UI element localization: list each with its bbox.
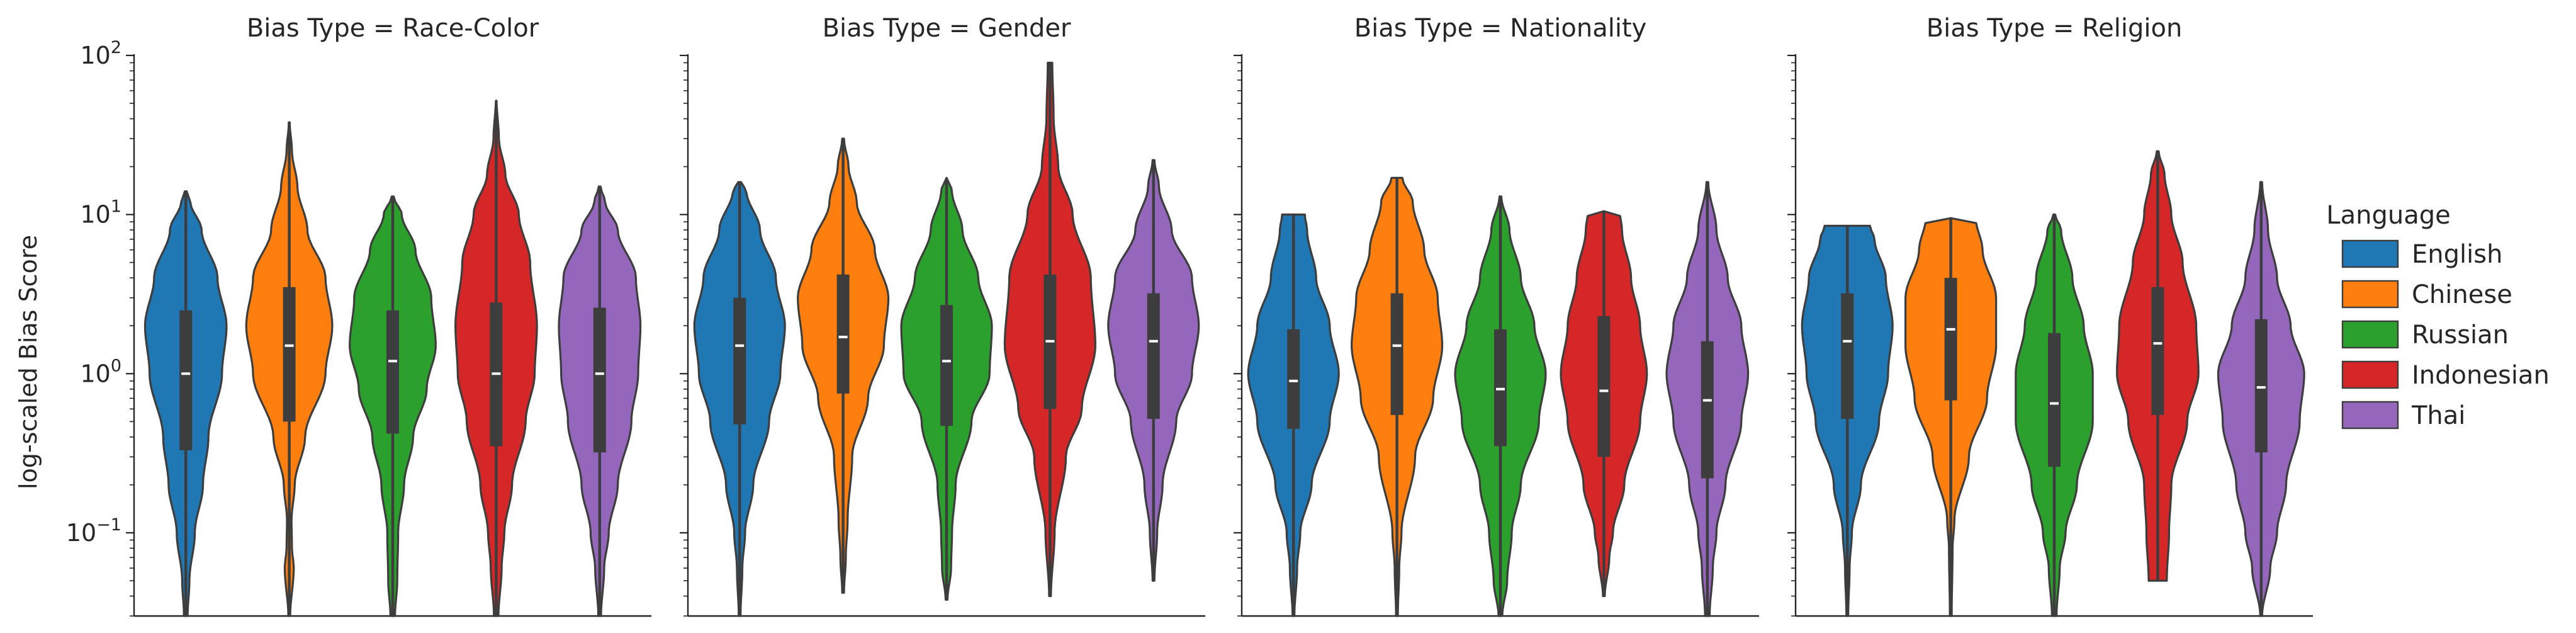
legend-label: English (2412, 240, 2502, 269)
legend-label: Chinese (2412, 280, 2512, 309)
violin-indonesian (2116, 150, 2200, 582)
legend-title: Language (2326, 201, 2450, 230)
violin-indonesian (1003, 62, 1096, 597)
violin-thai (558, 185, 642, 617)
violin-russian (900, 176, 993, 601)
violin-iqr-box-russian (386, 310, 399, 434)
panel-title-religion: Bias Type = Religion (1926, 14, 2183, 43)
legend-entry-russian: Russian (2341, 320, 2509, 350)
legend-label: Russian (2412, 321, 2509, 350)
violin-thai (1665, 181, 1750, 617)
panel-religion: Bias Type = Religion (1787, 14, 2313, 617)
violin-iqr-box-chinese (1944, 278, 1957, 401)
panel-nationality: Bias Type = Nationality (1234, 14, 1759, 617)
legend-label: Thai (2411, 401, 2465, 430)
y-axis-label-group: log-scaled Bias Score (14, 235, 42, 489)
legend-swatch (2341, 401, 2399, 430)
violin-iqr-box-indonesian (1597, 316, 1611, 457)
violin-english (693, 181, 786, 617)
violin-chinese (1351, 176, 1444, 617)
violin-chinese (797, 137, 890, 594)
legend: Language English Chinese Russian Indonesian… (2326, 201, 2550, 430)
violin-iqr-box-russian (2048, 333, 2061, 467)
violin-iqr-box-thai (1147, 293, 1160, 419)
violin-english (1247, 214, 1340, 617)
panel-race-color: Bias Type = Race-Color 10−1 100 101 102 (66, 14, 651, 617)
legend-swatch (2341, 280, 2399, 309)
panel-title-gender: Bias Type = Gender (823, 14, 1071, 43)
violin-iqr-box-russian (940, 305, 953, 426)
legend-label: Indonesian (2412, 361, 2550, 390)
legend-entry-chinese: Chinese (2341, 280, 2512, 309)
violin-indonesian (1560, 210, 1648, 597)
violin-english (143, 190, 228, 617)
violin-indonesian (454, 100, 538, 617)
panel-title-nationality: Bias Type = Nationality (1354, 14, 1647, 43)
violin-english (1801, 224, 1894, 617)
violin-iqr-box-english (733, 297, 746, 425)
panel-gender: Bias Type = Gender (680, 14, 1205, 617)
violin-iqr-box-english (1841, 293, 1854, 419)
legend-swatch (2341, 360, 2399, 389)
y-tick-label: 102 (80, 38, 121, 69)
y-tick-label: 10−1 (66, 515, 121, 547)
violin-chinese (1904, 217, 1998, 617)
violin-iqr-box-thai (1701, 341, 1714, 479)
violin-iqr-box-thai (2254, 319, 2268, 453)
violin-iqr-box-english (179, 310, 193, 450)
violin-iqr-box-chinese (283, 287, 296, 422)
y-tick-label: 100 (80, 356, 121, 387)
violin-iqr-box-indonesian (2151, 287, 2164, 415)
legend-swatch (2341, 239, 2399, 268)
violin-chinese (245, 121, 334, 617)
violin-iqr-box-english (1287, 329, 1300, 429)
y-tick-label: 101 (80, 197, 121, 229)
legend-swatch (2341, 320, 2399, 349)
violin-thai (2217, 181, 2305, 617)
panels: Bias Type = Race-Color10−1100101102Bias … (66, 14, 2313, 617)
violin-russian (1454, 195, 1547, 617)
violin-russian (2015, 214, 2094, 617)
violin-iqr-box-chinese (1390, 293, 1403, 415)
legend-entry-indonesian: Indonesian (2341, 360, 2550, 390)
panel-title-race-color: Bias Type = Race-Color (247, 14, 539, 43)
violin-iqr-box-russian (1494, 329, 1507, 447)
violin-thai (1107, 159, 1200, 582)
violin-russian (349, 195, 437, 617)
legend-entry-english: English (2341, 239, 2502, 269)
violin-iqr-box-chinese (836, 274, 850, 394)
violin-iqr-box-thai (593, 307, 606, 453)
y-axis-label: log-scaled Bias Score (14, 235, 42, 489)
legend-entry-thai: Thai (2341, 401, 2465, 430)
